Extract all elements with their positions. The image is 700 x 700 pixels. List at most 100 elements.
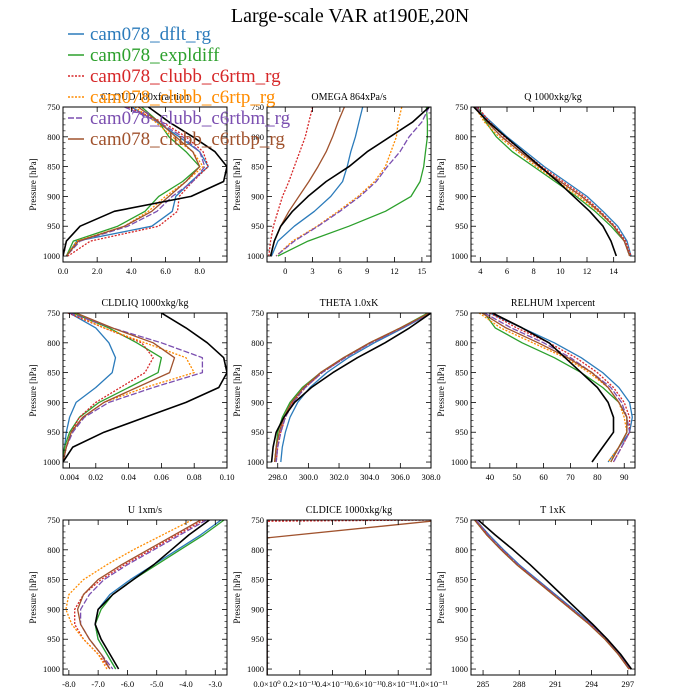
x-tick-label: 0.02 [88, 472, 103, 482]
y-tick-label: 750 [251, 102, 264, 112]
x-tick-label: 0.2×10⁻¹¹ [283, 679, 317, 689]
x-tick-label: 285 [477, 679, 490, 689]
y-tick-label: 850 [251, 368, 264, 378]
series-line-cam078_expldiff [94, 520, 225, 670]
y-tick-label: 1000 [43, 457, 60, 467]
panels: CLOUD 100xfraction75080085090095010000.0… [28, 92, 636, 689]
x-tick-label: 4.0 [126, 266, 137, 276]
y-axis-label: Pressure [hPa] [436, 158, 446, 210]
y-tick-label: 950 [251, 221, 264, 231]
panel-1: OMEGA 864xPa/s 750 800 850 900 950 1000 0 3 6 9 12 1… [232, 92, 432, 276]
y-tick-label: 750 [251, 515, 264, 525]
x-tick-label: 0.8×10⁻¹¹ [381, 679, 415, 689]
y-axis-label: Pressure [hPa] [232, 158, 242, 210]
series-line-cam078_clubb_c6rtbm_rg [63, 313, 204, 463]
series-line-cam078_expldiff [277, 107, 429, 257]
y-axis-label: Pressure [hPa] [232, 364, 242, 416]
y-tick-label: 900 [455, 191, 468, 201]
series-line-obs [63, 313, 227, 463]
panel-title: OMEGA 864xPa/s [311, 92, 386, 103]
x-tick-label: 0.0×10⁰ [253, 679, 281, 689]
panel-title: CLDLIQ 1000xkg/kg [102, 298, 189, 309]
legend: cam078_dflt_rgcam078_expldiffcam078_club… [68, 24, 291, 150]
y-tick-label: 900 [251, 604, 264, 614]
y-tick-label: 950 [251, 634, 264, 644]
series-line-cam078_expldiff [474, 520, 630, 670]
y-tick-label: 850 [47, 162, 60, 172]
x-tick-label: -3.0 [209, 679, 222, 689]
y-tick-label: 900 [47, 604, 60, 614]
y-tick-label: 800 [455, 132, 468, 142]
x-tick-label: -8.0 [62, 679, 75, 689]
x-tick-label: 6 [338, 266, 342, 276]
x-tick-label: -7.0 [91, 679, 104, 689]
series-line-cam078_expldiff [274, 313, 429, 463]
x-tick-label: 294 [585, 679, 599, 689]
y-tick-label: 1000 [43, 251, 60, 261]
x-tick-label: 90 [620, 472, 629, 482]
series-line-cam078_clubb_c6rtbm_rg [275, 313, 431, 463]
x-tick-label: 0.004 [60, 472, 80, 482]
plot-frame [266, 106, 432, 263]
series-line-cam078_clubb_c6rtbm_rg [65, 107, 206, 257]
x-tick-label: 0.04 [121, 472, 137, 482]
series-line-obs [477, 520, 633, 670]
series-line-cam078_dflt_rg [489, 313, 633, 463]
panel-title: Q 1000xkg/kg [524, 92, 582, 103]
y-axis-label: Pressure [hPa] [436, 364, 446, 416]
y-tick-label: 1000 [451, 664, 468, 674]
y-tick-label: 950 [47, 427, 60, 437]
series-line-cam078_clubb_c6rtbm_rg [484, 313, 631, 463]
series-line-cam078_clubb_c6rtbp_rg [274, 313, 430, 463]
x-tick-label: 15 [418, 266, 427, 276]
panel-title: T 1xK [540, 505, 566, 516]
x-tick-label: -4.0 [179, 679, 192, 689]
y-tick-label: 800 [251, 132, 264, 142]
legend-item: cam078_clubb_c6rtm_rg [68, 66, 281, 87]
x-tick-label: 6.0 [160, 266, 171, 276]
series-line-cam078_clubb_c6rtp_rg [478, 313, 628, 463]
panel-title: CLOUD 100xfraction [101, 92, 189, 103]
y-tick-label: 750 [455, 515, 468, 525]
x-tick-label: 297 [621, 679, 634, 689]
x-tick-label: 12 [583, 266, 592, 276]
series-line-cam078_clubb_c6rtbp_rg [481, 313, 628, 463]
series-line-cam078_clubb_c6rtp_rg [274, 313, 430, 463]
x-tick-label: 1.0×10⁻¹¹ [414, 679, 448, 689]
series-line-cam078_clubb_c6rtm_rg [268, 107, 314, 257]
y-axis-label: Pressure [hPa] [28, 571, 38, 623]
x-tick-label: 40 [486, 472, 495, 482]
series-line-cam078_clubb_c6rtbp_rg [474, 520, 630, 670]
legend-item: cam078_clubb_c6rtbm_rg [68, 108, 291, 129]
series-line-cam078_clubb_c6rtp_rg [275, 107, 403, 257]
y-tick-label: 800 [47, 338, 60, 348]
series-group [63, 313, 227, 463]
y-tick-label: 800 [455, 545, 468, 555]
x-tick-label: 0.4×10⁻¹¹ [316, 679, 350, 689]
x-tick-label: 8 [532, 266, 536, 276]
figure-title: Large-scale VAR at190E,20N [231, 5, 469, 27]
legend-item: cam078_clubb_c6rtp_rg [68, 87, 276, 108]
y-tick-label: 950 [251, 427, 264, 437]
panel-4: THETA 1.0xK 750 800 850 900 950 1000 298.0 300.0… [232, 298, 441, 482]
x-tick-label: 0.06 [154, 472, 169, 482]
x-tick-label: 80 [593, 472, 602, 482]
legend-item: cam078_clubb_c6rtbp_rg [68, 129, 285, 150]
y-tick-label: 850 [455, 575, 468, 585]
x-tick-label: 0 [283, 266, 287, 276]
x-tick-label: 4 [478, 266, 483, 276]
y-tick-label: 900 [251, 397, 264, 407]
legend-label: cam078_expldiff [90, 45, 220, 66]
panel-title: RELHUM 1xpercent [511, 298, 595, 309]
panel-6: U 1xm/s 750 800 850 900 950 1000-8.0 -7.0 -6.0 -5… [28, 505, 228, 689]
legend-label: cam078_clubb_c6rtbp_rg [90, 129, 285, 150]
y-tick-label: 950 [455, 427, 468, 437]
x-tick-label: 0.08 [187, 472, 202, 482]
plot-frame [62, 519, 228, 676]
series-line-cam078_clubb_c6rtm_rg [74, 520, 204, 670]
panel-title: THETA 1.0xK [320, 298, 379, 309]
series-line-cam078_expldiff [477, 107, 631, 257]
y-axis-label: Pressure [hPa] [28, 364, 38, 416]
x-tick-label: 0.10 [220, 472, 235, 482]
panel-5: RELHUM 1xpercent 750 800 850 900 950 1000 40 50 6… [436, 298, 636, 482]
